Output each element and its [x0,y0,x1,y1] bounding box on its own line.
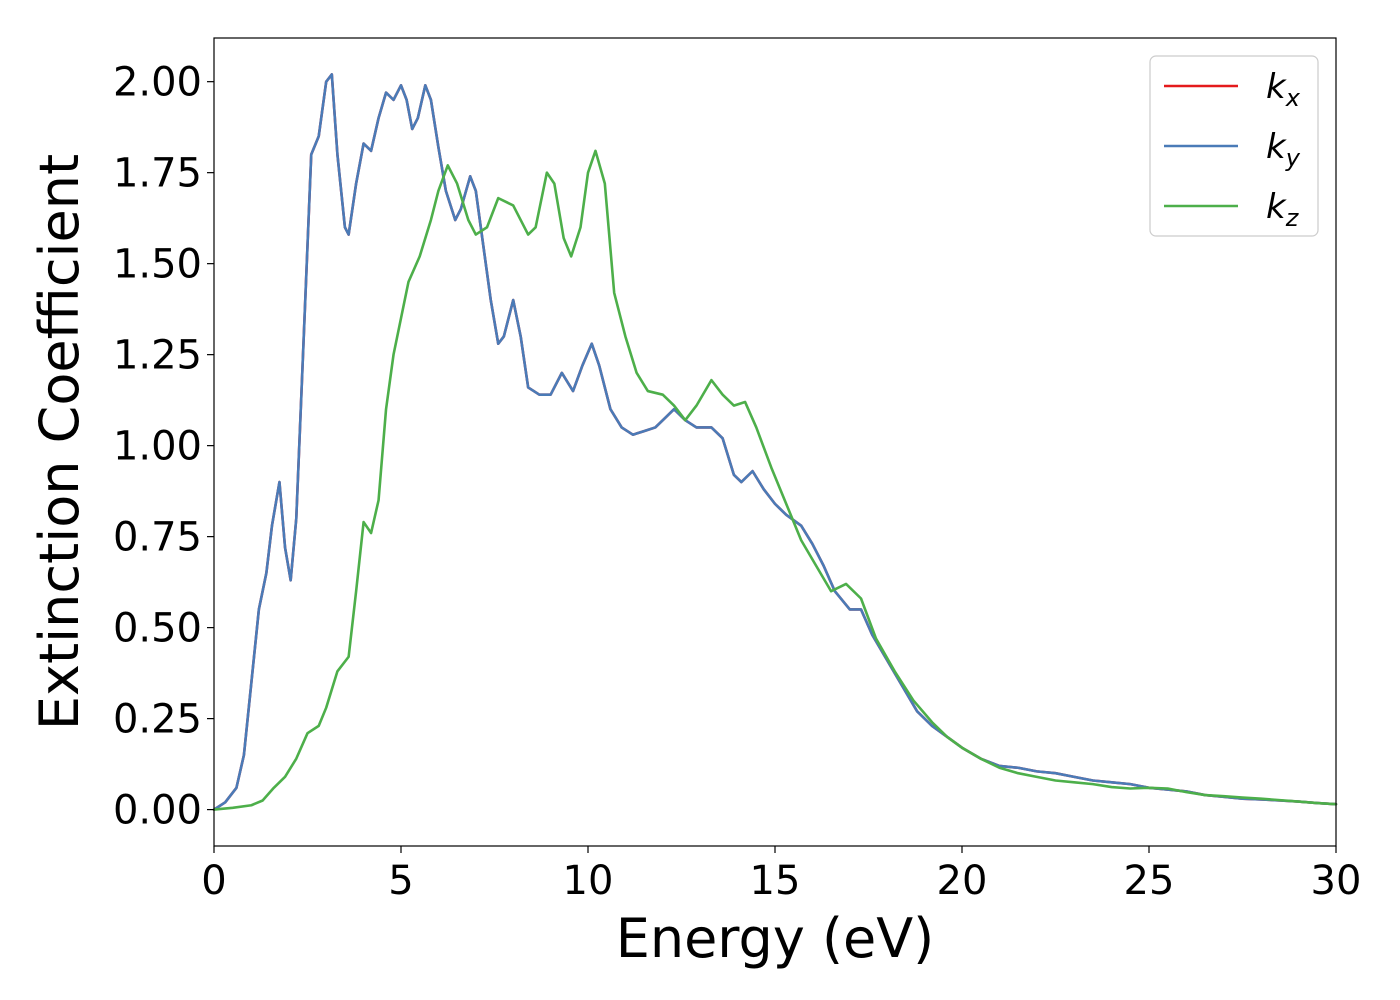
y-tick-label: 1.75 [113,151,202,197]
y-tick-label: 1.50 [113,242,202,288]
y-tick-label: 0.25 [113,697,202,743]
legend-label-base: k [1266,67,1287,107]
legend-label-ky: ky [1266,127,1301,172]
y-tick-label: 0.50 [113,606,202,652]
x-tick-label: 15 [750,858,801,904]
x-tick-label: 25 [1124,858,1175,904]
series-layer [212,73,1338,811]
y-tick-label: 0.00 [113,788,202,834]
x-tick-label: 0 [201,858,226,904]
legend-label-kx: kx [1266,67,1301,112]
x-tick-label: 5 [388,858,413,904]
y-tick-label: 1.25 [113,333,202,379]
series-line-kz [212,149,1338,811]
series-line-ky [212,73,1338,811]
y-tick-label: 1.00 [113,424,202,470]
legend-label-kz: kz [1266,187,1300,232]
x-tick-label: 20 [937,858,988,904]
legend-label-subscript: y [1285,144,1301,172]
x-tick-label: 10 [563,858,614,904]
legend-label-base: k [1266,127,1287,167]
x-tick-label: 30 [1311,858,1362,904]
legend-label-base: k [1266,187,1287,227]
legend-label-subscript: z [1285,204,1300,232]
x-axis-label: Energy (eV) [616,907,935,970]
x-axis: 0 5 10 15 20 25 30 [201,846,1361,904]
y-tick-label: 0.75 [113,515,202,561]
y-axis: 0.00 0.25 0.50 0.75 1.00 1.25 1.50 1.75 2.00 [113,60,214,834]
legend-label-subscript: x [1285,84,1301,112]
y-axis-label: Extinction Coefficient [28,154,91,730]
y-tick-label: 2.00 [113,60,202,106]
